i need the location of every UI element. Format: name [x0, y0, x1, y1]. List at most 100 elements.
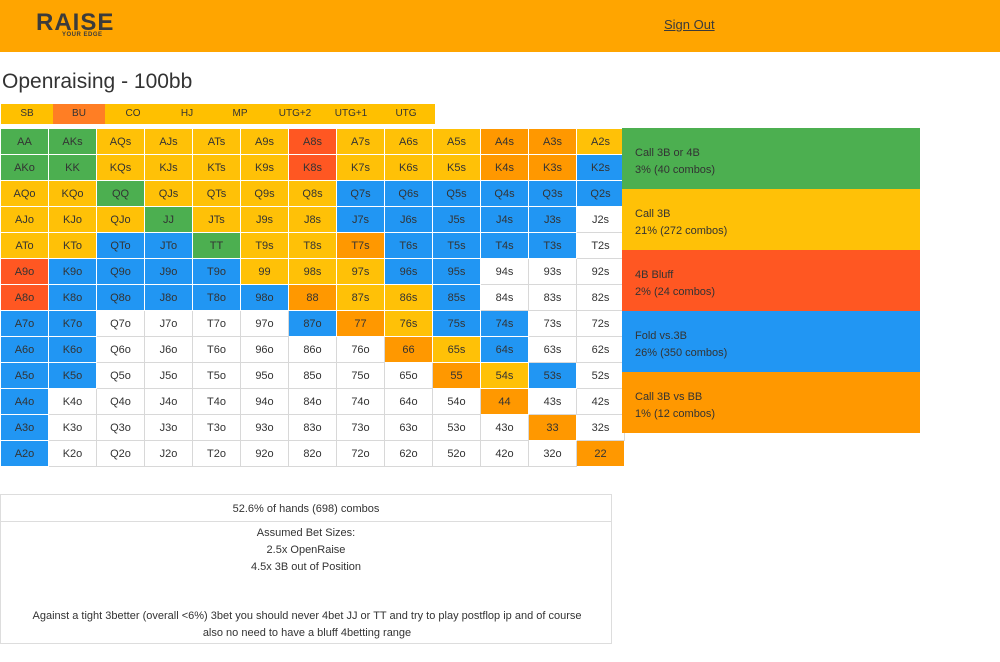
hand-cell-jts[interactable]: JTs: [192, 206, 241, 233]
hand-cell-j2s[interactable]: J2s: [576, 206, 625, 233]
hand-cell-q2s[interactable]: Q2s: [576, 180, 625, 207]
hand-cell-ats[interactable]: ATs: [192, 128, 241, 155]
hand-cell-kjo[interactable]: KJo: [48, 206, 97, 233]
hand-cell-44[interactable]: 44: [480, 388, 529, 415]
hand-cell-92s[interactable]: 92s: [576, 258, 625, 285]
hand-cell-84o[interactable]: 84o: [288, 388, 337, 415]
hand-cell-a4o[interactable]: A4o: [0, 388, 49, 415]
hand-cell-98s[interactable]: 98s: [288, 258, 337, 285]
hand-cell-a8s[interactable]: A8s: [288, 128, 337, 155]
hand-cell-ajs[interactable]: AJs: [144, 128, 193, 155]
hand-cell-t6o[interactable]: T6o: [192, 336, 241, 363]
hand-cell-q5s[interactable]: Q5s: [432, 180, 481, 207]
hand-cell-98o[interactable]: 98o: [240, 284, 289, 311]
hand-cell-62s[interactable]: 62s: [576, 336, 625, 363]
hand-cell-q7o[interactable]: Q7o: [96, 310, 145, 337]
hand-cell-42o[interactable]: 42o: [480, 440, 529, 467]
hand-cell-k8o[interactable]: K8o: [48, 284, 97, 311]
hand-cell-a6s[interactable]: A6s: [384, 128, 433, 155]
hand-cell-q9o[interactable]: Q9o: [96, 258, 145, 285]
hand-cell-83o[interactable]: 83o: [288, 414, 337, 441]
hand-cell-qjo[interactable]: QJo: [96, 206, 145, 233]
tab-bu[interactable]: BU: [53, 104, 105, 124]
hand-cell-qts[interactable]: QTs: [192, 180, 241, 207]
hand-cell-a7o[interactable]: A7o: [0, 310, 49, 337]
hand-cell-q3s[interactable]: Q3s: [528, 180, 577, 207]
hand-cell-65o[interactable]: 65o: [384, 362, 433, 389]
hand-cell-aks[interactable]: AKs: [48, 128, 97, 155]
hand-cell-97o[interactable]: 97o: [240, 310, 289, 337]
hand-cell-93s[interactable]: 93s: [528, 258, 577, 285]
hand-cell-j2o[interactable]: J2o: [144, 440, 193, 467]
tab-utg[interactable]: UTG: [395, 108, 417, 119]
hand-cell-j8s[interactable]: J8s: [288, 206, 337, 233]
hand-cell-ako[interactable]: AKo: [0, 154, 49, 181]
hand-cell-55[interactable]: 55: [432, 362, 481, 389]
hand-cell-93o[interactable]: 93o: [240, 414, 289, 441]
hand-cell-43o[interactable]: 43o: [480, 414, 529, 441]
hand-cell-j4s[interactable]: J4s: [480, 206, 529, 233]
tab-sb[interactable]: SB: [20, 108, 34, 119]
hand-cell-63o[interactable]: 63o: [384, 414, 433, 441]
hand-cell-k7s[interactable]: K7s: [336, 154, 385, 181]
hand-cell-k5s[interactable]: K5s: [432, 154, 481, 181]
hand-cell-a7s[interactable]: A7s: [336, 128, 385, 155]
hand-cell-k9s[interactable]: K9s: [240, 154, 289, 181]
hand-cell-86o[interactable]: 86o: [288, 336, 337, 363]
hand-cell-kk[interactable]: KK: [48, 154, 97, 181]
hand-cell-kqs[interactable]: KQs: [96, 154, 145, 181]
hand-cell-95s[interactable]: 95s: [432, 258, 481, 285]
hand-cell-87s[interactable]: 87s: [336, 284, 385, 311]
hand-cell-k2s[interactable]: K2s: [576, 154, 625, 181]
hand-cell-t7o[interactable]: T7o: [192, 310, 241, 337]
hand-cell-k2o[interactable]: K2o: [48, 440, 97, 467]
hand-cell-q8s[interactable]: Q8s: [288, 180, 337, 207]
hand-cell-97s[interactable]: 97s: [336, 258, 385, 285]
hand-cell-t7s[interactable]: T7s: [336, 232, 385, 259]
hand-cell-86s[interactable]: 86s: [384, 284, 433, 311]
hand-cell-22[interactable]: 22: [576, 440, 625, 467]
hand-cell-q4o[interactable]: Q4o: [96, 388, 145, 415]
hand-cell-a9s[interactable]: A9s: [240, 128, 289, 155]
hand-cell-75o[interactable]: 75o: [336, 362, 385, 389]
hand-cell-kto[interactable]: KTo: [48, 232, 97, 259]
hand-cell-t2s[interactable]: T2s: [576, 232, 625, 259]
hand-cell-q7s[interactable]: Q7s: [336, 180, 385, 207]
hand-cell-j9s[interactable]: J9s: [240, 206, 289, 233]
hand-cell-54o[interactable]: 54o: [432, 388, 481, 415]
hand-cell-k6o[interactable]: K6o: [48, 336, 97, 363]
hand-cell-k4o[interactable]: K4o: [48, 388, 97, 415]
hand-cell-73s[interactable]: 73s: [528, 310, 577, 337]
hand-cell-aqo[interactable]: AQo: [0, 180, 49, 207]
hand-cell-72o[interactable]: 72o: [336, 440, 385, 467]
hand-cell-a9o[interactable]: A9o: [0, 258, 49, 285]
tab-co[interactable]: CO: [125, 108, 141, 119]
hand-cell-a5o[interactable]: A5o: [0, 362, 49, 389]
hand-cell-q6s[interactable]: Q6s: [384, 180, 433, 207]
hand-cell-a6o[interactable]: A6o: [0, 336, 49, 363]
hand-cell-aa[interactable]: AA: [0, 128, 49, 155]
hand-cell-t8s[interactable]: T8s: [288, 232, 337, 259]
tab-utg-plus-2[interactable]: UTG+2: [278, 108, 312, 119]
hand-cell-77[interactable]: 77: [336, 310, 385, 337]
hand-cell-j6s[interactable]: J6s: [384, 206, 433, 233]
sign-out-link[interactable]: Sign Out: [664, 17, 715, 32]
hand-cell-ato[interactable]: ATo: [0, 232, 49, 259]
hand-cell-53o[interactable]: 53o: [432, 414, 481, 441]
hand-cell-32s[interactable]: 32s: [576, 414, 625, 441]
hand-cell-k3s[interactable]: K3s: [528, 154, 577, 181]
hand-cell-t4s[interactable]: T4s: [480, 232, 529, 259]
brand-logo[interactable]: RAISE YOUR EDGE: [36, 10, 126, 42]
hand-cell-83s[interactable]: 83s: [528, 284, 577, 311]
hand-cell-96s[interactable]: 96s: [384, 258, 433, 285]
hand-cell-j7s[interactable]: J7s: [336, 206, 385, 233]
hand-cell-t8o[interactable]: T8o: [192, 284, 241, 311]
hand-cell-a2o[interactable]: A2o: [0, 440, 49, 467]
tab-hj[interactable]: HJ: [180, 108, 194, 119]
hand-cell-tt[interactable]: TT: [192, 232, 241, 259]
hand-cell-q6o[interactable]: Q6o: [96, 336, 145, 363]
hand-cell-k7o[interactable]: K7o: [48, 310, 97, 337]
hand-cell-t2o[interactable]: T2o: [192, 440, 241, 467]
hand-cell-t3o[interactable]: T3o: [192, 414, 241, 441]
hand-cell-a8o[interactable]: A8o: [0, 284, 49, 311]
